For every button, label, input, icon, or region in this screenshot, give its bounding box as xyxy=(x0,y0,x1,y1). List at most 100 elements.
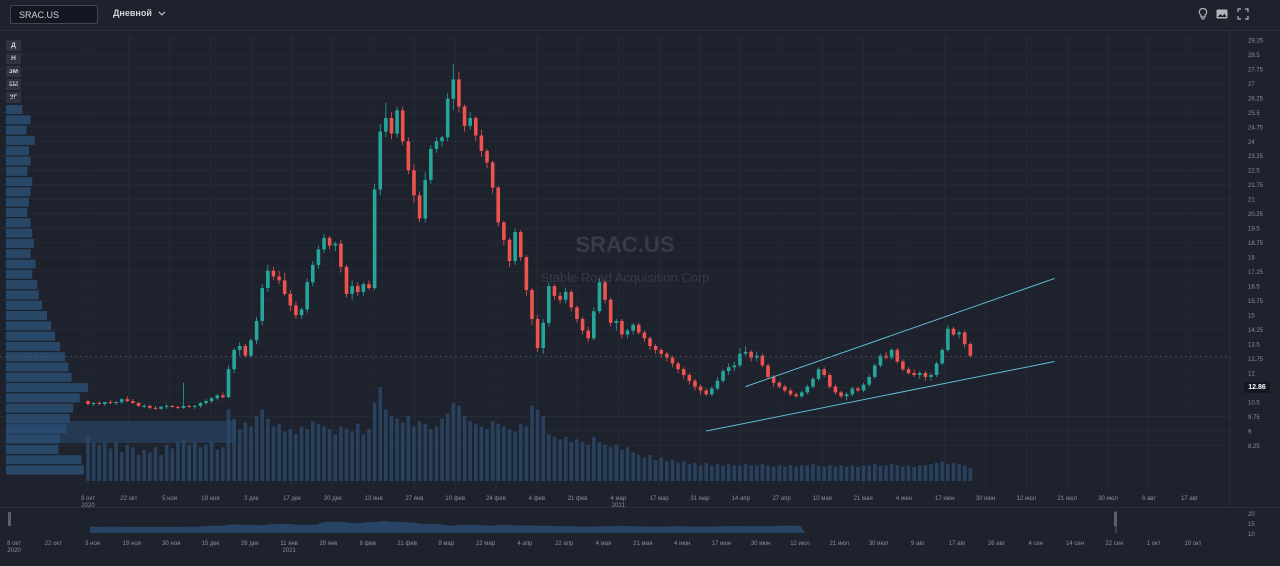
x-tick-label: 13 янв xyxy=(365,496,383,502)
volume-bar xyxy=(917,465,922,481)
symbol-input[interactable] xyxy=(10,5,98,24)
navigator-x-tick: 12 июл xyxy=(790,541,810,547)
volume-bar xyxy=(704,462,708,481)
candle-body xyxy=(653,346,658,350)
volume-bar xyxy=(311,421,315,481)
y-tick-label: 29.25 xyxy=(1248,38,1264,44)
top-toolbar: Дневной xyxy=(0,0,1280,31)
candle-body xyxy=(462,106,467,126)
candle-body xyxy=(86,401,90,404)
volume-profile-bar xyxy=(6,403,74,413)
candle-body xyxy=(170,405,175,407)
volume-bar xyxy=(299,426,304,481)
candle-body xyxy=(344,266,349,294)
volume-bar xyxy=(277,423,281,481)
range-button[interactable]: Д xyxy=(6,40,21,51)
volume-profile-bar xyxy=(6,280,38,290)
image-icon[interactable] xyxy=(1215,7,1229,21)
candle-body xyxy=(535,318,540,348)
candle-body xyxy=(395,110,399,134)
candle-body xyxy=(710,388,714,395)
volume-bar xyxy=(468,421,472,481)
navigator-x-tick: 11 янв xyxy=(280,541,298,547)
navigator-x-tick: 15 дек xyxy=(202,541,220,547)
candle-body xyxy=(530,290,534,319)
y-tick-label: 28.5 xyxy=(1248,53,1260,59)
volume-bar xyxy=(305,429,309,481)
candle-body xyxy=(597,282,602,312)
volume-profile-bar xyxy=(6,393,80,403)
navigator-x-tick: 17 авг xyxy=(949,541,967,547)
y-tick-label: 9 xyxy=(1248,430,1252,436)
candle-body xyxy=(204,401,208,404)
navigator-x-tick: 1 окт xyxy=(1147,541,1161,547)
navigator-x-tick: 21 июл xyxy=(830,541,850,547)
range-button[interactable]: 3М xyxy=(6,66,21,77)
volume-bar xyxy=(440,418,444,481)
bulb-icon[interactable] xyxy=(1196,7,1210,21)
volume-bar xyxy=(760,464,765,481)
fullscreen-icon[interactable] xyxy=(1236,7,1250,21)
volume-bar xyxy=(429,429,433,481)
candle-body xyxy=(507,239,512,262)
volume-bar xyxy=(136,455,141,481)
volume-bar xyxy=(603,444,607,481)
volume-bar xyxy=(659,457,664,481)
candle-body xyxy=(153,407,158,409)
volume-bar xyxy=(395,418,399,481)
volume-profile-bar xyxy=(6,311,47,320)
volume-bar xyxy=(653,460,658,481)
volume-bar xyxy=(153,447,158,481)
price-chart[interactable]: 29.25 28.5 27.75 27 26.25 25.5 24.75 24 23.25 22.… xyxy=(0,31,1280,507)
volume-bar xyxy=(547,434,551,481)
y-tick-label: 23.25 xyxy=(1248,154,1264,160)
navigator-area xyxy=(90,521,805,533)
interval-selector[interactable]: Дневной xyxy=(113,8,166,18)
volume-bar xyxy=(895,465,900,481)
candle-body xyxy=(518,232,523,258)
volume-bar xyxy=(423,423,427,481)
volume-bar xyxy=(327,429,332,481)
navigator-x-tick: 30 июл xyxy=(869,541,889,547)
range-button[interactable]: Н xyxy=(6,53,21,64)
candle-body xyxy=(119,399,124,403)
candle-body xyxy=(350,286,354,294)
volume-bar xyxy=(518,423,523,481)
volume-bar xyxy=(119,452,124,481)
volume-bar xyxy=(912,466,916,481)
volume-bar xyxy=(243,422,248,481)
y-tick-label: 19.5 xyxy=(1248,227,1260,233)
volume-bar xyxy=(721,465,725,481)
candle-body xyxy=(822,369,827,376)
navigator-x-tick: 4 мая xyxy=(596,541,612,547)
candle-body xyxy=(125,399,130,402)
candle-body xyxy=(417,195,422,219)
volume-bar xyxy=(738,465,742,481)
volume-bar xyxy=(400,422,405,481)
candle-body xyxy=(490,162,495,188)
x-tick-label: 17 июн xyxy=(935,496,955,502)
volume-bar xyxy=(839,465,843,481)
navigator-x-tick: 21 мая xyxy=(633,541,652,547)
volume-bar xyxy=(608,447,613,481)
volume-bar xyxy=(754,465,759,481)
volume-bar xyxy=(434,426,439,481)
volume-bar xyxy=(524,426,529,481)
candle-body xyxy=(378,131,383,190)
volume-bar xyxy=(636,455,641,481)
candle-body xyxy=(648,338,652,347)
candle-body xyxy=(355,286,360,292)
volume-bar xyxy=(901,466,905,481)
candle-body xyxy=(485,150,489,163)
navigator-x-tick: 17 июн xyxy=(712,541,732,547)
candle-body xyxy=(732,365,737,368)
volume-bar xyxy=(530,405,534,481)
volume-bar xyxy=(625,447,630,481)
range-button[interactable]: 6М xyxy=(6,79,21,90)
volume-profile-bar xyxy=(6,238,34,248)
candle-body xyxy=(715,380,720,389)
volume-profile-bar xyxy=(6,228,33,238)
candle-body xyxy=(962,332,967,345)
volume-bar xyxy=(479,426,484,481)
